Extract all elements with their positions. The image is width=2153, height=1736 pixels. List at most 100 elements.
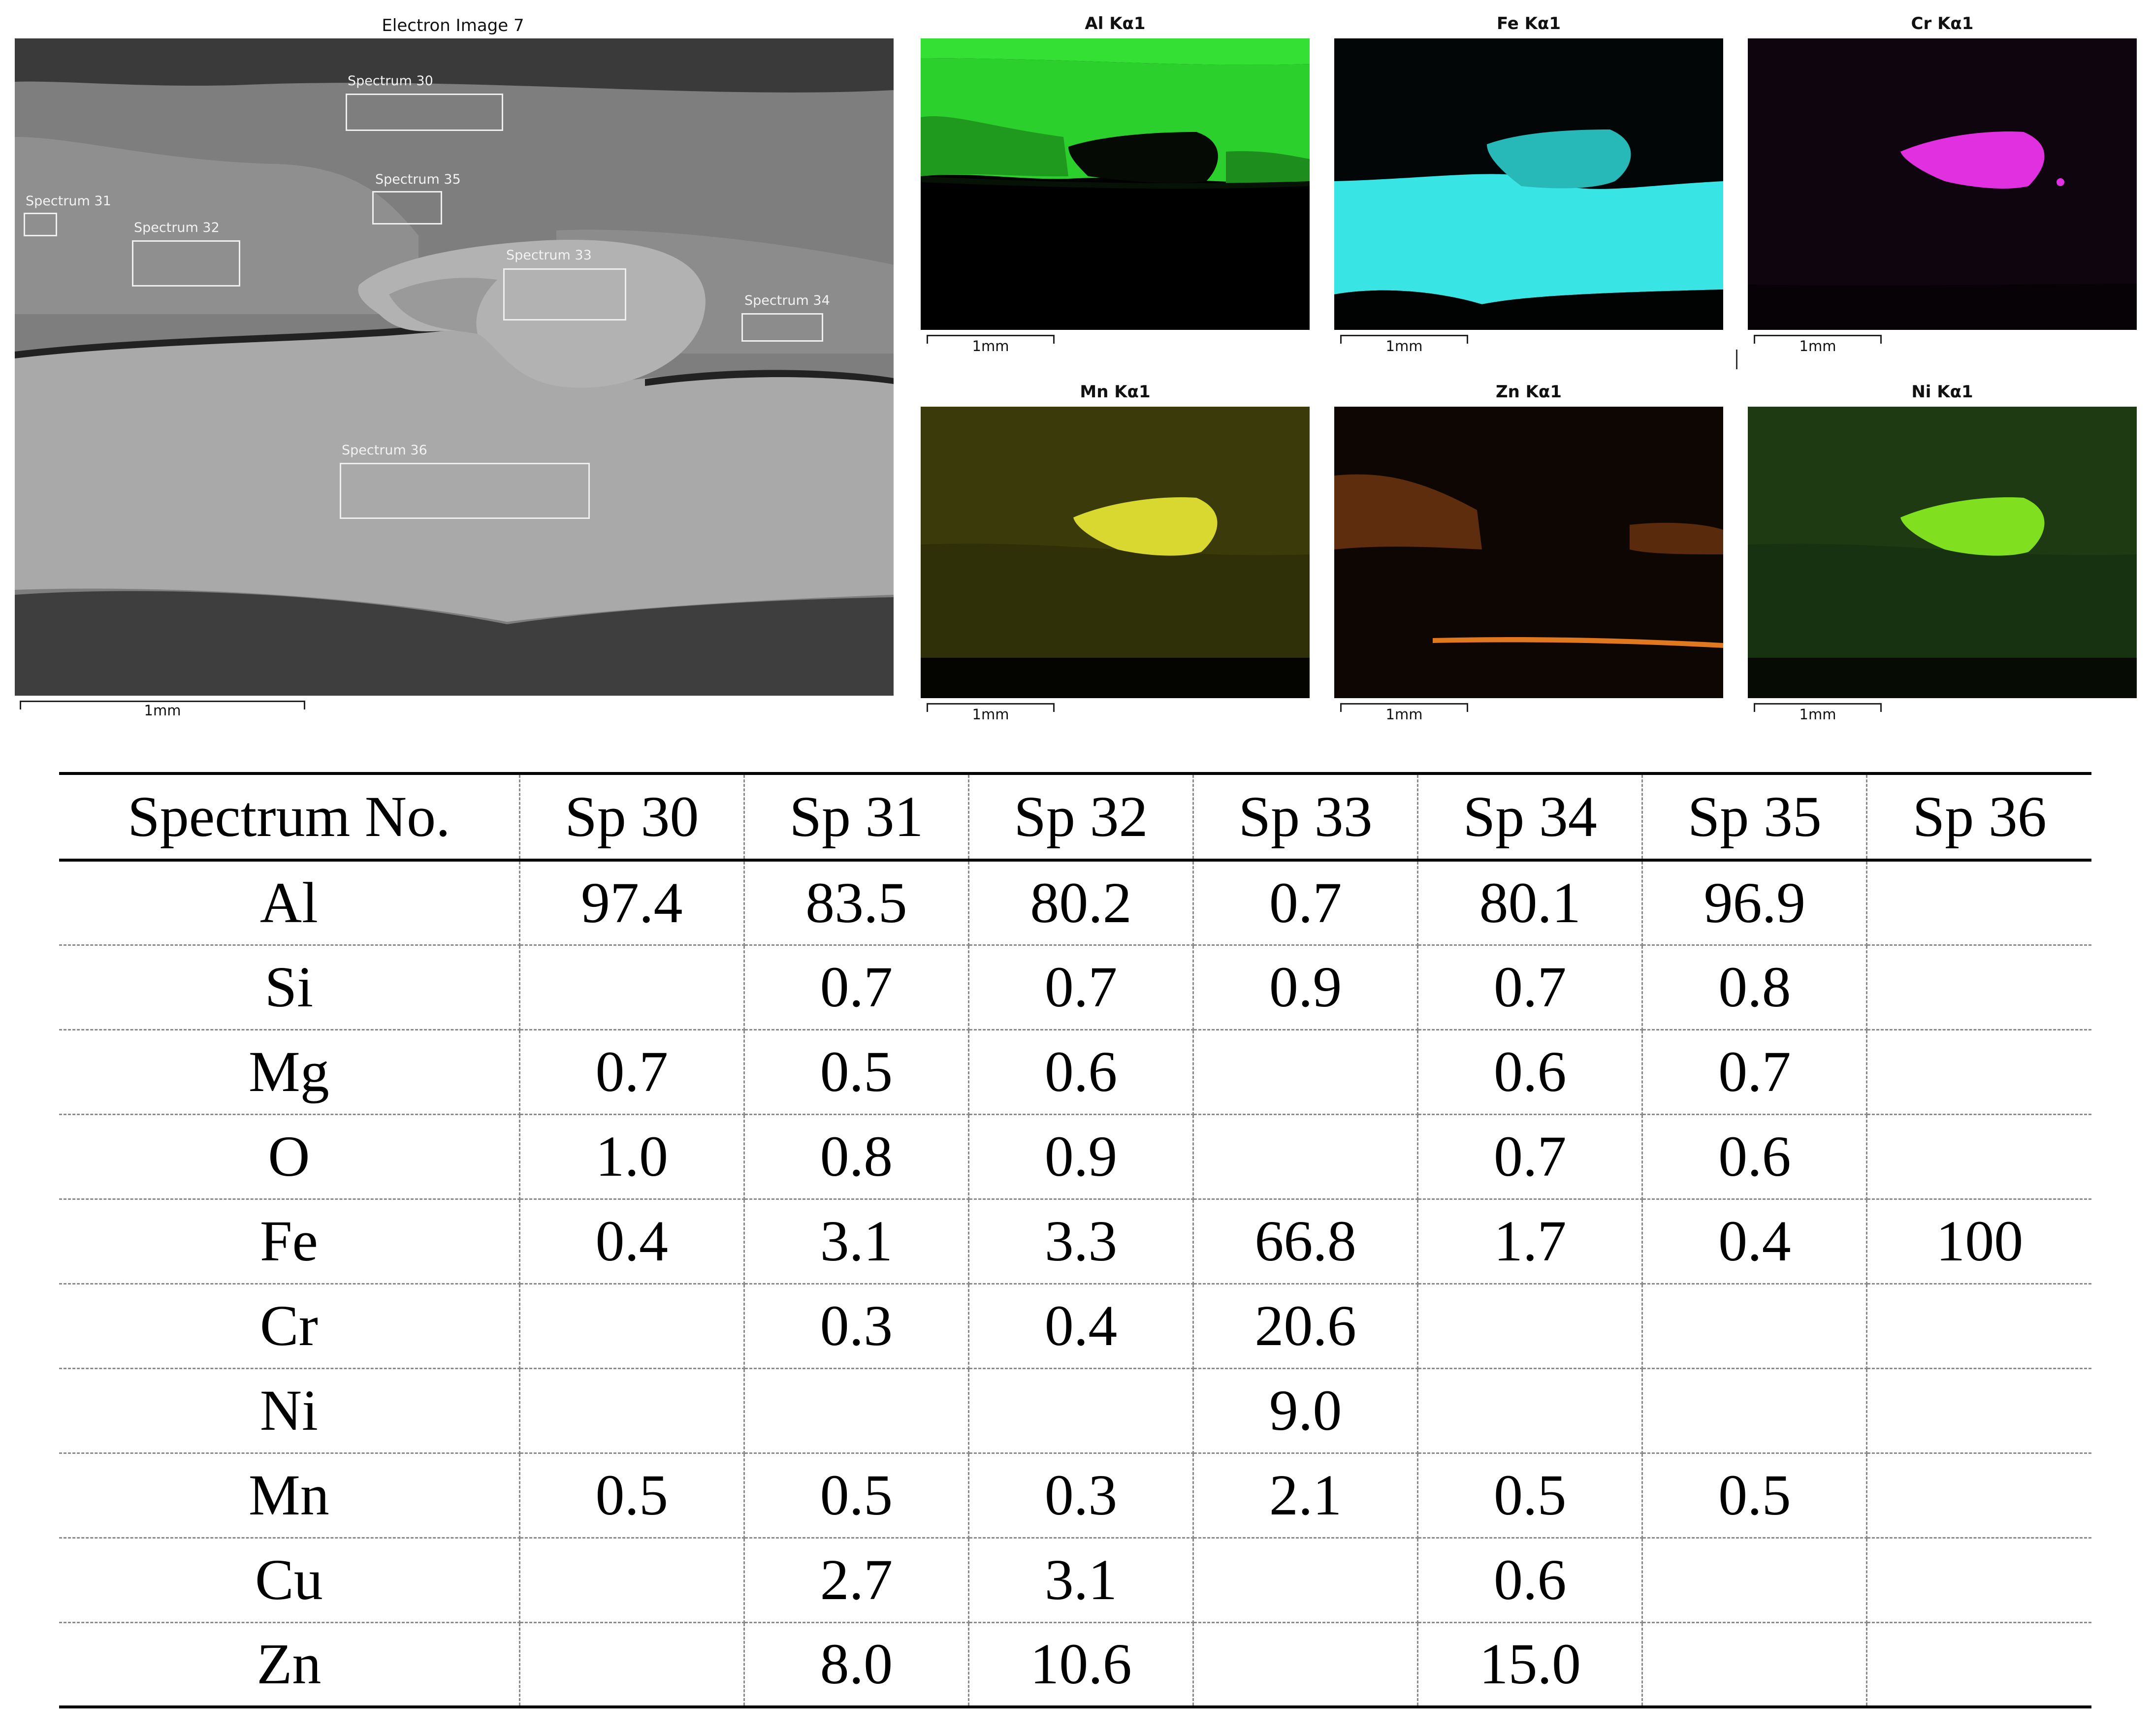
- value-cell: [1866, 1368, 2091, 1454]
- value-cell: [1866, 1029, 2091, 1115]
- value-cell: [1866, 945, 2091, 1030]
- table-row: Si 0.7 0.7 0.9 0.7 0.8: [59, 945, 2091, 1030]
- value-cell: 80.2: [968, 860, 1194, 946]
- spectrum-34-label: Spectrum 34: [744, 293, 830, 308]
- element-cell: Cu: [59, 1538, 520, 1623]
- value-cell: 0.4: [968, 1284, 1194, 1369]
- value-cell: [1642, 1538, 1868, 1623]
- value-cell: 0.9: [1193, 945, 1419, 1030]
- value-cell: [744, 1368, 969, 1454]
- map-fe-image: [1334, 38, 1723, 330]
- map-zn-title: Zn Kα1: [1495, 382, 1562, 402]
- header-sp36: Sp 36: [1866, 772, 2091, 862]
- value-cell: [968, 1368, 1194, 1454]
- fe-distribution-map: [1334, 38, 1723, 330]
- value-cell: [519, 1538, 745, 1623]
- value-cell: 0.7: [744, 945, 969, 1030]
- map-ni-image: [1748, 407, 2137, 698]
- map-fe-scale-label: 1mm: [1385, 338, 1423, 354]
- map-ni-scale-label: 1mm: [1799, 706, 1836, 723]
- element-cell: Fe: [59, 1199, 520, 1285]
- map-al-scale-label: 1mm: [972, 338, 1009, 354]
- value-cell: [1866, 1538, 2091, 1623]
- value-cell: 1.0: [519, 1114, 745, 1200]
- zn-distribution-map: [1334, 407, 1723, 698]
- element-cell: Si: [59, 945, 520, 1030]
- value-cell: 20.6: [1193, 1284, 1419, 1369]
- map-mn-image: [921, 407, 1310, 698]
- al-distribution-map: [921, 38, 1310, 330]
- value-cell: 0.7: [1642, 1029, 1868, 1115]
- value-cell: 0.3: [744, 1284, 969, 1369]
- cr-distribution-map: [1748, 38, 2137, 330]
- map-zn-image: [1334, 407, 1723, 698]
- value-cell: 0.5: [1417, 1453, 1643, 1539]
- table-row: Mn 0.5 0.5 0.3 2.1 0.5 0.5: [59, 1453, 2091, 1539]
- map-fe-scalebar: [1340, 335, 1468, 344]
- value-cell: [1866, 860, 2091, 946]
- spectrum-30-box: [346, 94, 503, 131]
- value-cell: [1642, 1284, 1868, 1369]
- spectrum-35-box: [372, 191, 442, 225]
- value-cell: [1642, 1622, 1868, 1708]
- value-cell: 1.7: [1417, 1199, 1643, 1285]
- value-cell: 0.6: [1417, 1538, 1643, 1623]
- spectrum-31-label: Spectrum 31: [26, 193, 111, 209]
- value-cell: 0.7: [1417, 1114, 1643, 1200]
- value-cell: [519, 945, 745, 1030]
- value-cell: 0.5: [519, 1453, 745, 1539]
- map-ni-scalebar: [1754, 703, 1882, 712]
- value-cell: 3.3: [968, 1199, 1194, 1285]
- element-cell: Ni: [59, 1368, 520, 1454]
- map-fe-title: Fe Kα1: [1496, 14, 1561, 33]
- value-cell: [519, 1284, 745, 1369]
- value-cell: 0.8: [1642, 945, 1868, 1030]
- map-al-title: Al Kα1: [1085, 14, 1146, 33]
- map-al-image: [921, 38, 1310, 330]
- value-cell: 0.6: [968, 1029, 1194, 1115]
- value-cell: 10.6: [968, 1622, 1194, 1708]
- value-cell: 0.5: [744, 1453, 969, 1539]
- element-cell: O: [59, 1114, 520, 1200]
- spectrum-31-box: [24, 213, 57, 236]
- element-cell: Mg: [59, 1029, 520, 1115]
- map-cr-title: Cr Kα1: [1911, 14, 1974, 33]
- map-cr-image: [1748, 38, 2137, 330]
- value-cell: [1866, 1114, 2091, 1200]
- map-mn-scale-label: 1mm: [972, 706, 1009, 723]
- header-spectrum-no: Spectrum No.: [59, 772, 520, 862]
- table-row: Zn 8.0 10.6 15.0: [59, 1622, 2091, 1708]
- table-row: Cu 2.7 3.1 0.6: [59, 1538, 2091, 1623]
- element-cell: Mn: [59, 1453, 520, 1539]
- spectrum-33-box: [503, 268, 626, 321]
- element-cell: Zn: [59, 1622, 520, 1708]
- value-cell: 0.7: [1417, 945, 1643, 1030]
- spectrum-32-box: [132, 240, 240, 287]
- spectrum-32-label: Spectrum 32: [134, 220, 220, 235]
- spectrum-33-label: Spectrum 33: [506, 248, 592, 263]
- spectrum-34-box: [741, 313, 823, 342]
- map-ni-panel: Ni Kα1 1mm: [1748, 368, 2137, 733]
- electron-image-scalebar: [20, 701, 305, 709]
- map-fe-panel: Fe Kα1 1mm: [1334, 0, 1723, 364]
- value-cell: 97.4: [519, 860, 745, 946]
- value-cell: 2.7: [744, 1538, 969, 1623]
- table-row: Fe 0.4 3.1 3.3 66.8 1.7 0.4 100: [59, 1199, 2091, 1285]
- value-cell: 0.6: [1642, 1114, 1868, 1200]
- value-cell: 2.1: [1193, 1453, 1419, 1539]
- value-cell: 0.8: [744, 1114, 969, 1200]
- value-cell: [1417, 1284, 1643, 1369]
- value-cell: 83.5: [744, 860, 969, 946]
- value-cell: 0.3: [968, 1453, 1194, 1539]
- spectrum-36-box: [340, 463, 590, 519]
- value-cell: 0.6: [1417, 1029, 1643, 1115]
- value-cell: [1193, 1029, 1419, 1115]
- value-cell: 0.4: [1642, 1199, 1868, 1285]
- value-cell: [1193, 1622, 1419, 1708]
- table-row: Cr 0.3 0.4 20.6: [59, 1284, 2091, 1369]
- value-cell: 0.7: [968, 945, 1194, 1030]
- value-cell: 96.9: [1642, 860, 1868, 946]
- map-mn-title: Mn Kα1: [1080, 382, 1151, 402]
- electron-image-title: Electron Image 7: [382, 16, 524, 35]
- value-cell: [1417, 1368, 1643, 1454]
